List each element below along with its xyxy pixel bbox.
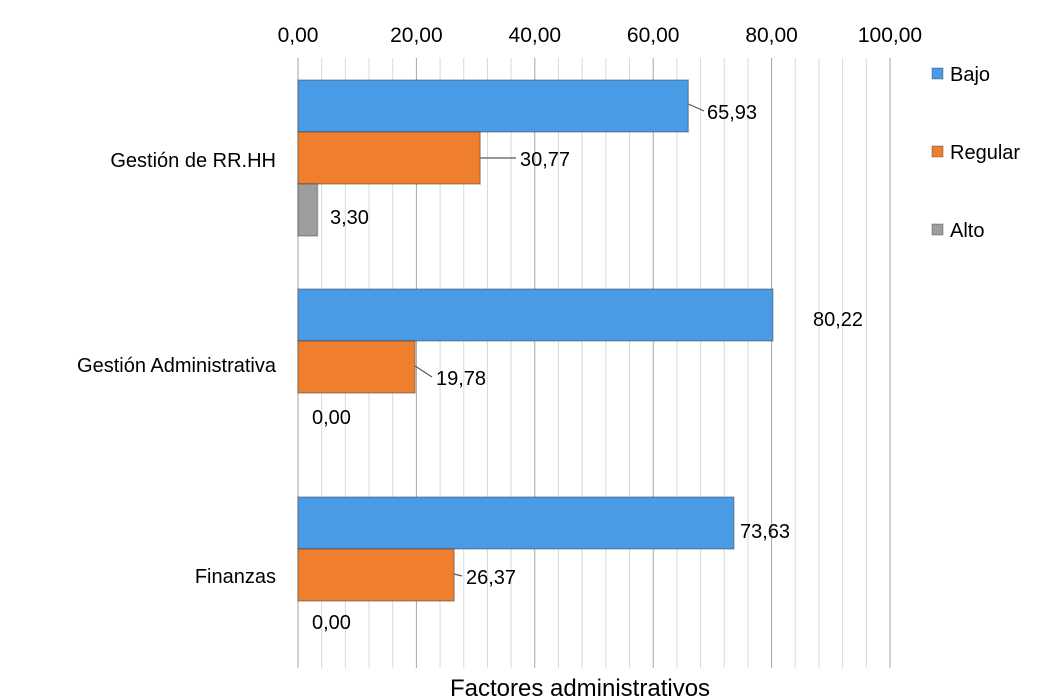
legend-swatch bbox=[931, 145, 944, 158]
data-label: 0,00 bbox=[312, 407, 351, 429]
data-label: 73,63 bbox=[740, 521, 790, 543]
x-tick-label: 40,00 bbox=[509, 24, 562, 47]
data-label: 0,00 bbox=[312, 612, 351, 634]
category-labels: Gestión de RR.HH Gestión Administrativa Fi… bbox=[77, 150, 277, 588]
leader-line bbox=[414, 365, 433, 378]
legend-label: Regular bbox=[950, 142, 1020, 164]
data-label: 3,30 bbox=[330, 207, 369, 229]
x-tick-label: 20,00 bbox=[390, 24, 443, 47]
x-axis-title: Factores administrativos bbox=[450, 675, 710, 699]
bar bbox=[297, 496, 735, 550]
bar bbox=[297, 79, 690, 133]
legend-swatch bbox=[931, 67, 944, 80]
category-label: Gestión de RR.HH bbox=[110, 150, 276, 172]
data-label: 65,93 bbox=[707, 102, 757, 124]
data-label: 80,22 bbox=[813, 309, 863, 331]
bar bbox=[297, 340, 416, 394]
leader-line bbox=[453, 573, 463, 577]
category-label: Finanzas bbox=[195, 566, 276, 588]
x-tick-label: 60,00 bbox=[627, 24, 680, 47]
bar bbox=[297, 288, 774, 342]
legend: Bajo Regular Alto bbox=[931, 64, 1020, 242]
bars bbox=[297, 79, 774, 602]
legend-swatch bbox=[931, 223, 944, 236]
x-axis-ticks: 0,00 20,00 40,00 60,00 80,00 100,00 bbox=[278, 24, 923, 47]
legend-label: Bajo bbox=[950, 64, 990, 86]
legend-label: Alto bbox=[950, 220, 984, 242]
x-tick-label: 80,00 bbox=[745, 24, 798, 47]
data-labels: 65,93 30,77 3,30 80,22 19,78 0,00 73,63 26,37 0,… bbox=[312, 102, 863, 634]
bar bbox=[297, 131, 481, 185]
category-label: Gestión Administrativa bbox=[77, 355, 277, 377]
bar bbox=[297, 548, 455, 602]
leader-line bbox=[688, 103, 705, 112]
x-tick-label: 100,00 bbox=[858, 24, 922, 47]
data-label: 19,78 bbox=[436, 368, 486, 390]
bar bbox=[297, 183, 319, 237]
data-label: 26,37 bbox=[466, 567, 516, 589]
x-tick-label: 0,00 bbox=[278, 24, 319, 47]
data-label: 30,77 bbox=[520, 149, 570, 171]
